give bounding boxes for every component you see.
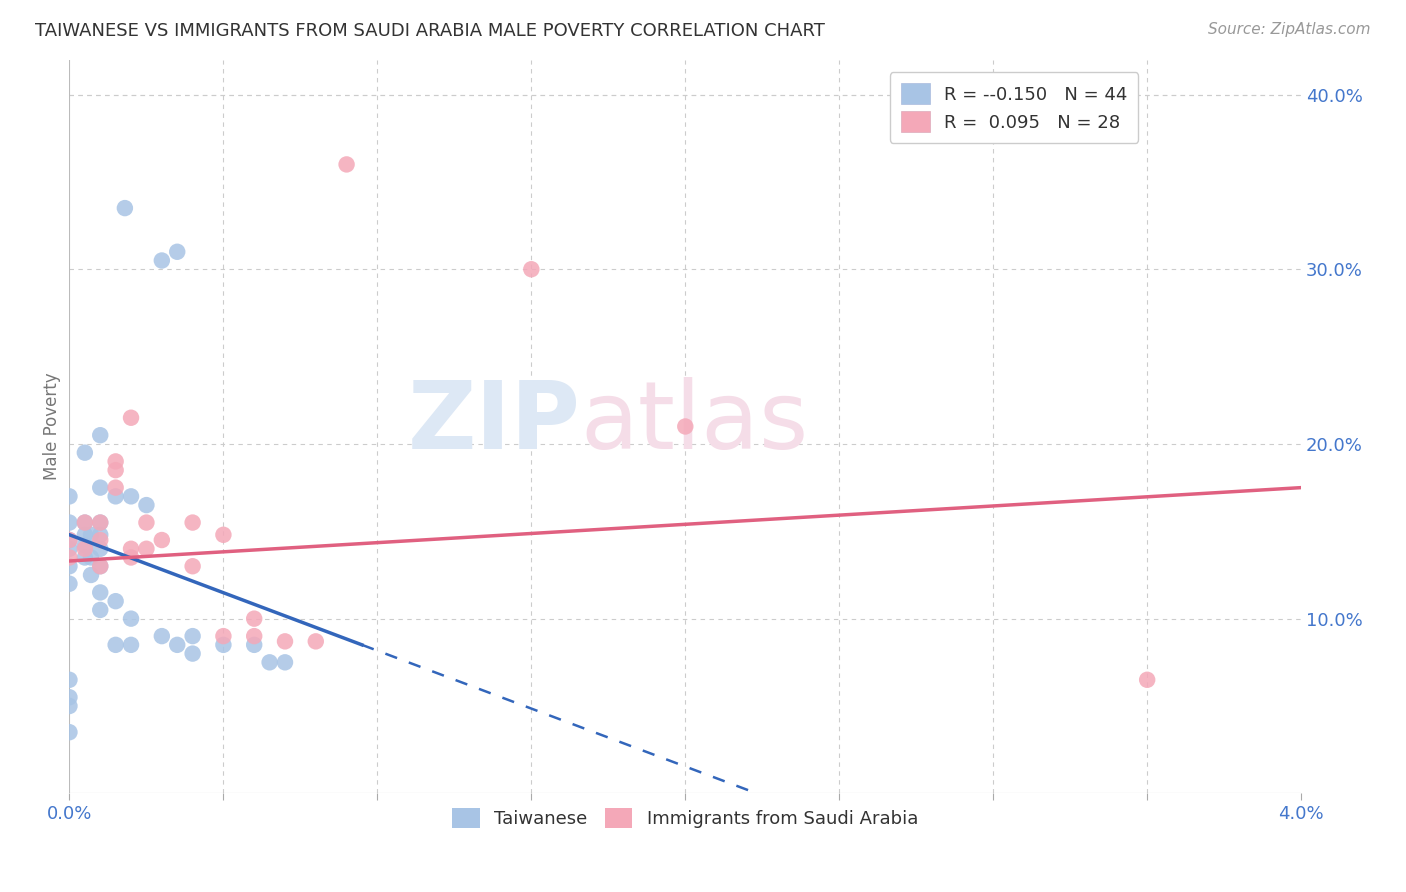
- Point: [58, 533, 80, 547]
- Point: [89, 481, 111, 495]
- Point: [181, 559, 204, 574]
- Point: [58, 725, 80, 739]
- Point: [73, 445, 96, 459]
- Point: [73, 541, 96, 556]
- Point: [89, 541, 111, 556]
- Point: [135, 516, 157, 530]
- Point: [58, 576, 80, 591]
- Point: [89, 516, 111, 530]
- Point: [104, 463, 127, 477]
- Point: [89, 585, 111, 599]
- Point: [89, 516, 111, 530]
- Text: atlas: atlas: [581, 376, 808, 469]
- Point: [89, 559, 111, 574]
- Point: [58, 690, 80, 705]
- Y-axis label: Male Poverty: Male Poverty: [44, 373, 60, 480]
- Point: [212, 629, 235, 643]
- Point: [73, 538, 96, 552]
- Point: [150, 629, 173, 643]
- Point: [336, 157, 359, 171]
- Point: [259, 656, 281, 670]
- Point: [135, 498, 157, 512]
- Point: [104, 481, 127, 495]
- Point: [73, 516, 96, 530]
- Point: [89, 559, 111, 574]
- Point: [120, 550, 142, 565]
- Point: [274, 656, 297, 670]
- Point: [120, 638, 142, 652]
- Text: Source: ZipAtlas.com: Source: ZipAtlas.com: [1208, 22, 1371, 37]
- Point: [150, 253, 173, 268]
- Point: [58, 698, 80, 713]
- Point: [181, 629, 204, 643]
- Point: [243, 629, 266, 643]
- Point: [212, 528, 235, 542]
- Point: [89, 533, 111, 547]
- Point: [89, 603, 111, 617]
- Point: [73, 528, 96, 542]
- Point: [1136, 673, 1159, 687]
- Point: [104, 638, 127, 652]
- Point: [243, 612, 266, 626]
- Point: [58, 516, 80, 530]
- Point: [80, 528, 103, 542]
- Point: [166, 244, 188, 259]
- Point: [104, 454, 127, 468]
- Point: [114, 201, 136, 215]
- Point: [80, 568, 103, 582]
- Point: [89, 528, 111, 542]
- Point: [120, 541, 142, 556]
- Point: [89, 428, 111, 442]
- Point: [104, 489, 127, 503]
- Point: [58, 550, 80, 565]
- Point: [104, 594, 127, 608]
- Text: ZIP: ZIP: [408, 376, 581, 469]
- Point: [120, 612, 142, 626]
- Point: [58, 559, 80, 574]
- Point: [58, 533, 80, 547]
- Point: [135, 541, 157, 556]
- Point: [520, 262, 543, 277]
- Point: [305, 634, 328, 648]
- Point: [58, 489, 80, 503]
- Point: [58, 541, 80, 556]
- Legend: Taiwanese, Immigrants from Saudi Arabia: Taiwanese, Immigrants from Saudi Arabia: [446, 800, 925, 836]
- Point: [150, 533, 173, 547]
- Point: [120, 410, 142, 425]
- Point: [181, 516, 204, 530]
- Point: [120, 489, 142, 503]
- Point: [166, 638, 188, 652]
- Point: [243, 638, 266, 652]
- Point: [673, 419, 696, 434]
- Point: [73, 516, 96, 530]
- Point: [274, 634, 297, 648]
- Text: TAIWANESE VS IMMIGRANTS FROM SAUDI ARABIA MALE POVERTY CORRELATION CHART: TAIWANESE VS IMMIGRANTS FROM SAUDI ARABI…: [35, 22, 825, 40]
- Point: [58, 673, 80, 687]
- Point: [73, 550, 96, 565]
- Point: [181, 647, 204, 661]
- Point: [80, 550, 103, 565]
- Point: [212, 638, 235, 652]
